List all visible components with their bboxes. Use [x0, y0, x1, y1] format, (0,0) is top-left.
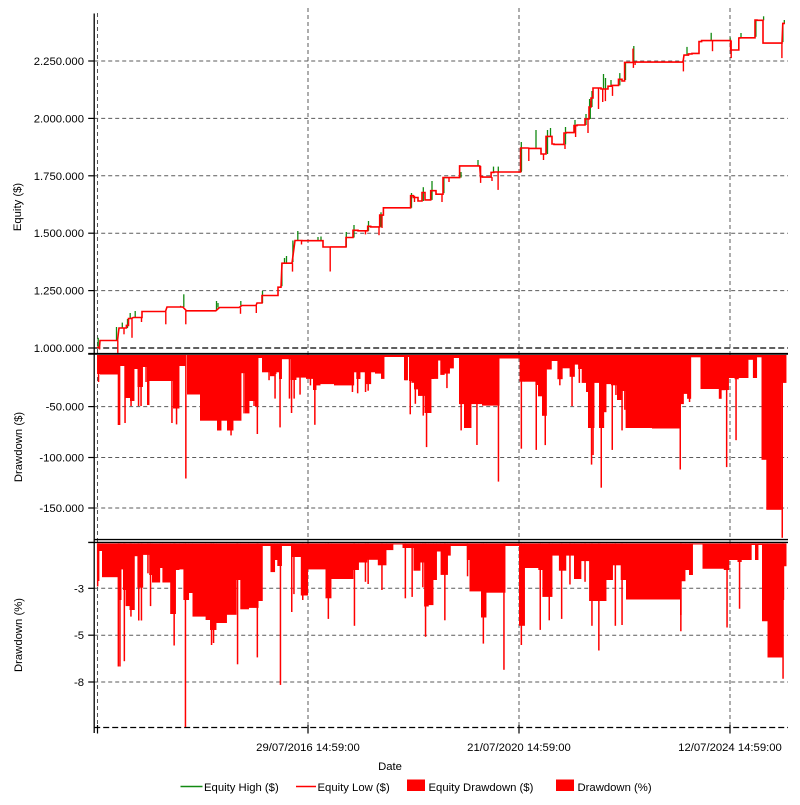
svg-text:Drawdown (%): Drawdown (%): [13, 598, 25, 672]
svg-text:2.000.000: 2.000.000: [34, 113, 84, 125]
svg-text:Equity Drawdown ($): Equity Drawdown ($): [429, 782, 534, 794]
svg-text:2.250.000: 2.250.000: [34, 56, 84, 68]
svg-text:-150.000: -150.000: [39, 503, 84, 515]
svg-text:Equity ($): Equity ($): [12, 183, 24, 232]
svg-text:1.250.000: 1.250.000: [34, 286, 84, 298]
svg-text:29/07/2016 14:59:00: 29/07/2016 14:59:00: [256, 742, 360, 754]
svg-text:12/07/2024 14:59:00: 12/07/2024 14:59:00: [678, 742, 782, 754]
svg-text:Equity Low ($): Equity Low ($): [318, 782, 390, 794]
svg-text:21/07/2020 14:59:00: 21/07/2020 14:59:00: [467, 742, 571, 754]
svg-text:1.750.000: 1.750.000: [34, 171, 84, 183]
svg-text:-100.000: -100.000: [39, 453, 84, 465]
svg-text:-8: -8: [74, 677, 84, 689]
svg-text:1.000.000: 1.000.000: [34, 343, 84, 355]
svg-text:Date: Date: [378, 761, 402, 773]
svg-text:-3: -3: [74, 583, 84, 595]
svg-text:Drawdown (%): Drawdown (%): [578, 782, 652, 794]
svg-text:Drawdown ($): Drawdown ($): [13, 412, 25, 483]
svg-text:-5: -5: [74, 630, 84, 642]
svg-text:-50.000: -50.000: [46, 402, 84, 414]
svg-text:Equity High ($): Equity High ($): [204, 782, 279, 794]
svg-text:1.500.000: 1.500.000: [34, 228, 84, 240]
